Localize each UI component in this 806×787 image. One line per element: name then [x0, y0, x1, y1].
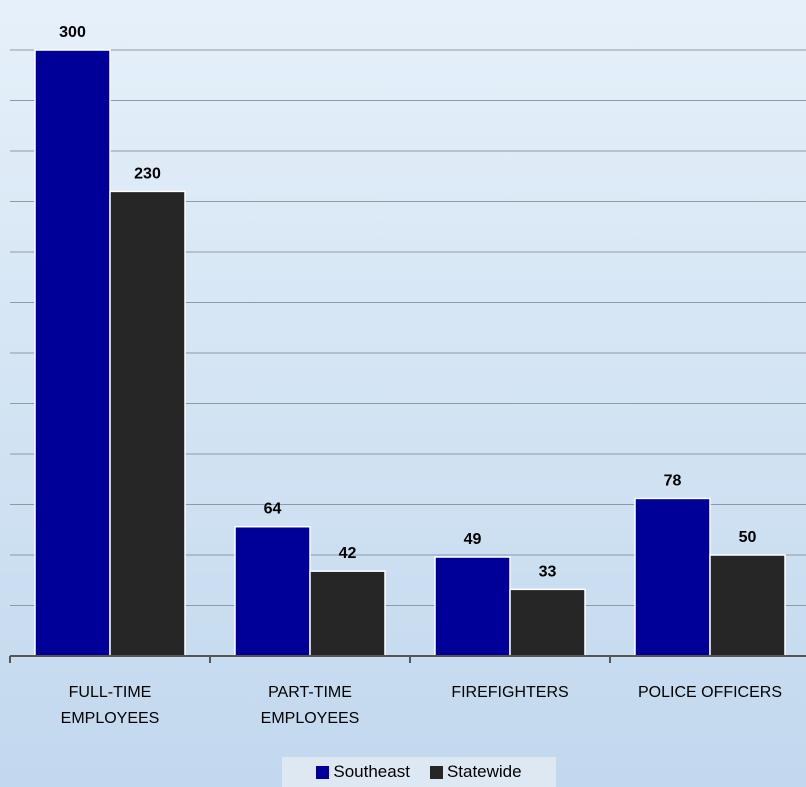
bar-statewide — [109, 190, 186, 657]
x-tick-label: FIREFIGHTERS — [451, 684, 568, 701]
data-label-statewide: 230 — [134, 165, 161, 182]
bar-southeast — [634, 497, 711, 657]
x-tick-label: EMPLOYEES — [261, 710, 360, 727]
data-label-southeast: 78 — [664, 472, 682, 489]
bar-statewide — [509, 588, 586, 657]
data-label-statewide: 42 — [339, 545, 357, 562]
bar-southeast — [434, 556, 511, 657]
data-label-southeast: 49 — [464, 531, 482, 548]
bar-chart: 300 230 64 42 49 33 78 50 FULL-TIME EMPLOYEES PART… — [9, 24, 806, 727]
legend-swatch-southeast — [316, 765, 330, 779]
data-label-statewide: 33 — [539, 563, 557, 580]
data-label-southeast: 300 — [59, 24, 86, 41]
bar-southeast — [234, 525, 311, 657]
x-tick-label: EMPLOYEES — [61, 710, 160, 727]
bar-statewide — [709, 554, 786, 657]
legend: Southeast Statewide — [282, 757, 556, 787]
x-tick-label: POLICE OFFICERS — [638, 684, 782, 701]
bar-southeast — [34, 49, 111, 657]
x-tick-label: PART-TIME — [268, 684, 352, 701]
x-tick-label: FULL-TIME — [69, 684, 152, 701]
legend-label-southeast: Southeast — [333, 762, 410, 781]
data-label-statewide: 50 — [739, 529, 757, 546]
bar-statewide — [309, 570, 386, 657]
data-label-southeast: 64 — [264, 501, 282, 518]
legend-item-southeast: Southeast — [316, 762, 410, 782]
legend-label-statewide: Statewide — [446, 762, 522, 781]
legend-swatch-statewide — [429, 765, 443, 779]
legend-item-statewide: Statewide — [429, 762, 522, 782]
